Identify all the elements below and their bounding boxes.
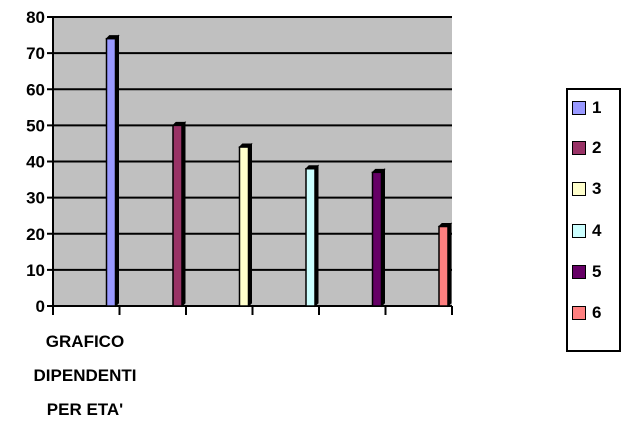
legend-label: 4	[592, 221, 602, 240]
legend-label: 3	[592, 179, 602, 198]
y-tick-label: 40	[26, 153, 45, 172]
legend-label: 5	[592, 262, 602, 281]
bar-series-3	[238, 142, 253, 308]
legend-item-4: 4	[572, 221, 601, 241]
bar-series-1	[105, 34, 120, 308]
legend-swatch	[572, 141, 586, 155]
y-tick-label: 70	[26, 44, 45, 63]
y-tick-label: 30	[26, 189, 45, 208]
bar	[305, 167, 316, 307]
legend: 1 2 3 4 5 6	[566, 88, 621, 352]
bar-series-6	[437, 222, 453, 308]
grid-lines	[53, 16, 452, 271]
legend-label: 1	[592, 98, 602, 117]
x-axis-label-line-2: DIPENDENTI	[33, 366, 137, 385]
x-axis-label-line-1: GRAFICO	[45, 332, 125, 351]
legend-label: 6	[592, 303, 602, 322]
legend-item-2: 2	[572, 138, 601, 158]
bar-series-2	[171, 121, 187, 308]
bar-series-4	[304, 164, 320, 308]
y-axis: 0 10 20 30 40 50 60 70 80	[26, 8, 54, 316]
y-tick-label: 10	[26, 261, 45, 280]
legend-swatch	[572, 182, 586, 196]
legend-item-3: 3	[572, 179, 601, 199]
y-tick-label: 60	[26, 80, 45, 99]
legend-swatch	[572, 306, 586, 320]
y-tick-label: 80	[26, 8, 45, 27]
x-axis	[47, 305, 453, 315]
y-tick-label: 0	[36, 297, 45, 316]
legend-swatch	[572, 265, 586, 279]
x-axis-label-line-3: PER ETA'	[46, 400, 124, 419]
bar-series-5	[371, 168, 386, 308]
bar	[371, 171, 383, 307]
y-tick-label: 50	[26, 116, 45, 135]
legend-item-5: 5	[572, 262, 601, 282]
bar	[172, 124, 183, 307]
bar	[238, 146, 250, 307]
legend-label: 2	[592, 138, 602, 157]
legend-swatch	[572, 101, 586, 115]
bars	[105, 34, 453, 308]
legend-swatch	[572, 224, 586, 238]
bar	[438, 225, 449, 307]
legend-item-1: 1	[572, 98, 601, 118]
bar	[105, 37, 117, 307]
legend-item-6: 6	[572, 303, 601, 323]
y-tick-label: 20	[26, 225, 45, 244]
